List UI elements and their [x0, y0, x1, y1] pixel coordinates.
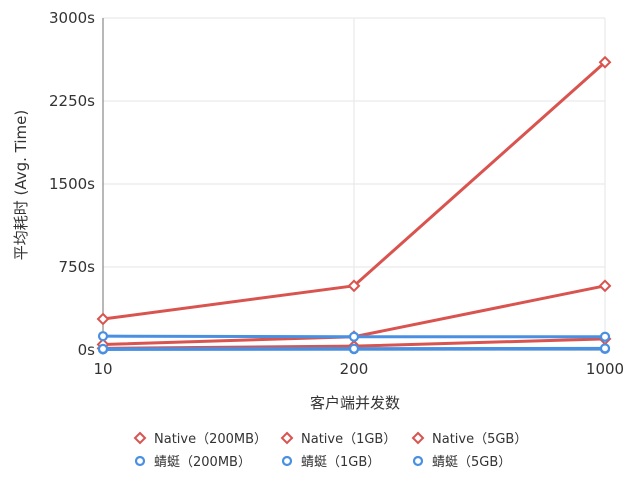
data-point [97, 331, 109, 342]
y-tick-label: 750s [59, 258, 96, 276]
legend-label: 蜻蜓（200MB） [154, 455, 251, 470]
series-3 [96, 55, 612, 326]
y-axis-title: 平均耗时 (Avg. Time) [12, 110, 30, 261]
y-tick-label: 3000s [49, 9, 95, 27]
data-point [599, 343, 611, 354]
grid-layer [103, 17, 606, 350]
legend-item: 蜻蜓（1GB） [281, 455, 380, 470]
legend-circle-icon [281, 455, 293, 467]
data-point [348, 331, 360, 342]
legend-label: Native（5GB） [432, 432, 527, 447]
data-point [348, 343, 360, 354]
data-point [347, 279, 361, 293]
data-point [598, 55, 612, 69]
legend-label: 蜻蜓（5GB） [432, 455, 511, 470]
axis-layer: 0s 750s 1500s 2250s 3000s 10 200 1000 [49, 9, 624, 378]
legend-circle-icon [134, 455, 146, 467]
y-tick-label: 0s [78, 341, 96, 359]
legend-diamond-icon [280, 431, 294, 445]
data-point [599, 331, 611, 342]
y-tick-label: 1500s [49, 175, 95, 193]
legend-diamond-icon [133, 431, 147, 445]
data-point [97, 343, 109, 354]
x-tick-label: 10 [93, 360, 112, 378]
series-layer [96, 55, 612, 355]
data-point [598, 279, 612, 293]
series-6 [97, 331, 611, 342]
legend-item: Native（5GB） [411, 431, 527, 447]
legend-label: Native（200MB） [154, 432, 267, 447]
legend-label: Native（1GB） [301, 432, 396, 447]
legend-item: 蜻蜓（200MB） [134, 455, 251, 470]
legend-item: Native（200MB） [133, 431, 267, 447]
legend-circle-icon [412, 455, 424, 467]
y-tick-label: 2250s [49, 92, 95, 110]
x-tick-label: 1000 [586, 360, 624, 378]
series-5 [97, 343, 611, 354]
legend-item: Native（1GB） [280, 431, 396, 447]
legend-label: 蜻蜓（1GB） [301, 455, 380, 470]
x-tick-label: 200 [340, 360, 369, 378]
legend-item: 蜻蜓（5GB） [412, 455, 511, 470]
x-axis-title: 客户端并发数 [310, 394, 400, 412]
legend-diamond-icon [411, 431, 425, 445]
legend-layer: Native（200MB） Native（1GB） Native（5GB） 蜻蜓（20… [133, 431, 527, 470]
data-point [96, 312, 110, 326]
